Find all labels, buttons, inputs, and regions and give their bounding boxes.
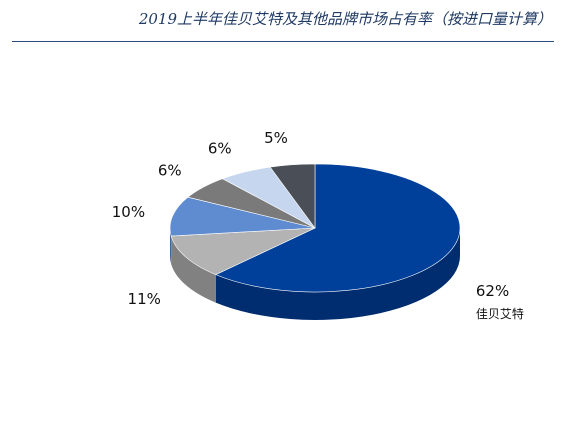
slice-value-label: 6% <box>158 161 182 179</box>
pie-top-faces <box>169 163 461 293</box>
pie-slice-side <box>215 228 460 320</box>
slice-value-label: 5% <box>264 129 288 147</box>
pie-side-walls <box>170 228 460 320</box>
pie-slice <box>170 227 316 275</box>
slice-name-label: 佳贝艾特 <box>476 306 524 321</box>
title-divider <box>12 41 554 42</box>
pie-labels: 62% 佳贝艾特 11% 10% 6% 6% 5% <box>112 129 524 321</box>
slice-value-label: 6% <box>208 139 232 157</box>
slice-value-label: 10% <box>112 203 145 221</box>
pie-slice <box>269 163 316 229</box>
slice-value-label: 62% <box>476 282 509 300</box>
slice-value-label: 11% <box>128 290 161 308</box>
chart-title: 2019上半年佳贝艾特及其他品牌市场占有率（按进口量计算） <box>138 10 552 28</box>
pie-slice <box>169 196 316 237</box>
pie-slice-side <box>171 236 216 303</box>
pie-slice-side <box>170 228 172 265</box>
pie-slice <box>214 163 461 293</box>
